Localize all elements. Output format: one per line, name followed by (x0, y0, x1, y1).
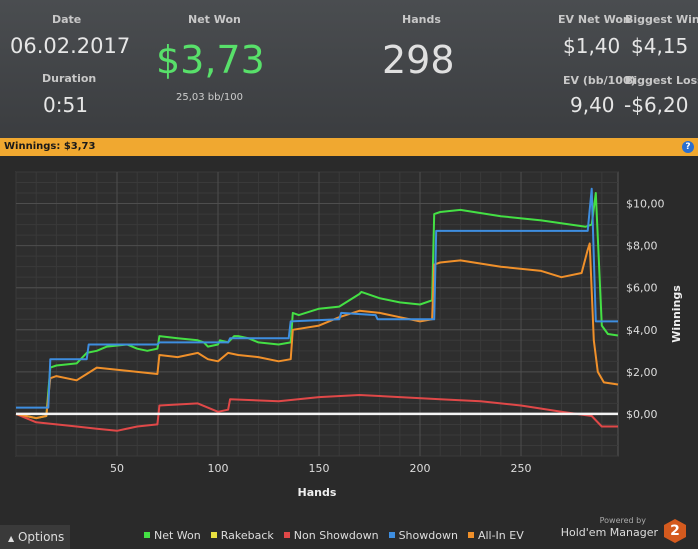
chart-legend: Net Won Rakeback Non Showdown Showdown All-I… (144, 528, 524, 542)
y-tick-label: $0,00 (626, 408, 658, 421)
legend-label: Net Won (154, 528, 201, 542)
ev-bb100-value: 9,40 (570, 93, 615, 117)
winnings-value: $3,73 (63, 141, 96, 152)
y-tick-label: $2,00 (626, 366, 658, 379)
duration-label: Duration (42, 72, 97, 85)
legend-item-rakeback[interactable]: Rakeback (210, 528, 274, 542)
winnings-chart: 50 100 150 200 250 $0,00 $2,00 $4,00 $6,00 $8,00 $… (0, 156, 698, 549)
x-tick-label: 50 (110, 462, 124, 475)
y-tick-label: $10,00 (626, 198, 665, 211)
options-arrow-icon: ▲ (8, 534, 15, 543)
hm2-logo-icon: 2 (664, 519, 686, 543)
winnings-label: Winnings: (4, 141, 61, 152)
ev-bb100-label: EV (bb/100) (563, 74, 636, 87)
series-line-all-in-ev (15, 242, 619, 420)
x-tick-label: 250 (511, 462, 532, 475)
net-won-label: Net Won (188, 13, 241, 26)
legend-label: Rakeback (220, 528, 274, 542)
x-axis-label: Hands (298, 486, 337, 499)
biggest-loss-value: -$6,20 (624, 93, 689, 117)
biggest-win-value: $4,15 (631, 34, 689, 58)
ev-net-won-value: $1,40 (563, 34, 621, 58)
legend-label: Non Showdown (293, 528, 379, 542)
y-tick-label: $4,00 (626, 324, 658, 337)
y-tick-label: $6,00 (626, 282, 658, 295)
legend-label: Showdown (398, 528, 458, 542)
brand-name: Hold'em Manager (560, 526, 658, 539)
legend-item-showdown[interactable]: Showdown (388, 528, 458, 542)
date-value: 06.02.2017 (10, 34, 131, 58)
legend-swatch (467, 532, 474, 538)
legend-item-net-won[interactable]: Net Won (144, 528, 201, 542)
legend-swatch (388, 532, 395, 538)
chart-svg: 50 100 150 200 250 $0,00 $2,00 $4,00 $6,00 $8,00 $… (15, 171, 683, 499)
x-tick-label: 200 (410, 462, 431, 475)
duration-value: 0:51 (43, 93, 88, 117)
series-line-showdown (16, 187, 618, 409)
biggest-loss-label: Biggest Loss (625, 74, 698, 87)
series-line-non-showdown (15, 394, 618, 432)
help-icon[interactable]: ? (682, 141, 694, 153)
y-tick-label: $8,00 (626, 240, 658, 253)
legend-swatch (283, 532, 290, 538)
ev-net-won-label: EV Net Won (558, 13, 631, 26)
hands-label: Hands (402, 13, 441, 26)
bb100-value: 25,03 bb/100 (176, 92, 243, 103)
legend-item-non-showdown[interactable]: Non Showdown (283, 528, 379, 542)
legend-item-all-in-ev[interactable]: All-In EV (467, 528, 524, 542)
net-won-value: $3,73 (156, 38, 265, 82)
powered-by-text: Powered by (599, 516, 646, 525)
session-summary: Date 06.02.2017 Duration 0:51 Net Won $3… (0, 0, 698, 138)
date-label: Date (52, 13, 82, 26)
options-label: Options (17, 530, 65, 544)
hands-value: 298 (382, 38, 455, 82)
x-tick-label: 150 (309, 462, 330, 475)
options-button[interactable]: ▲ Options (0, 525, 70, 549)
plot-area (15, 171, 619, 457)
x-tick-label: 100 (208, 462, 229, 475)
legend-swatch (144, 532, 150, 538)
biggest-win-label: Biggest Win (625, 13, 698, 26)
y-axis-label: Winnings (670, 285, 683, 343)
legend-swatch (210, 532, 217, 538)
legend-label: All-In EV (477, 528, 524, 542)
winnings-bar: Winnings: $3,73 ? (0, 138, 698, 156)
